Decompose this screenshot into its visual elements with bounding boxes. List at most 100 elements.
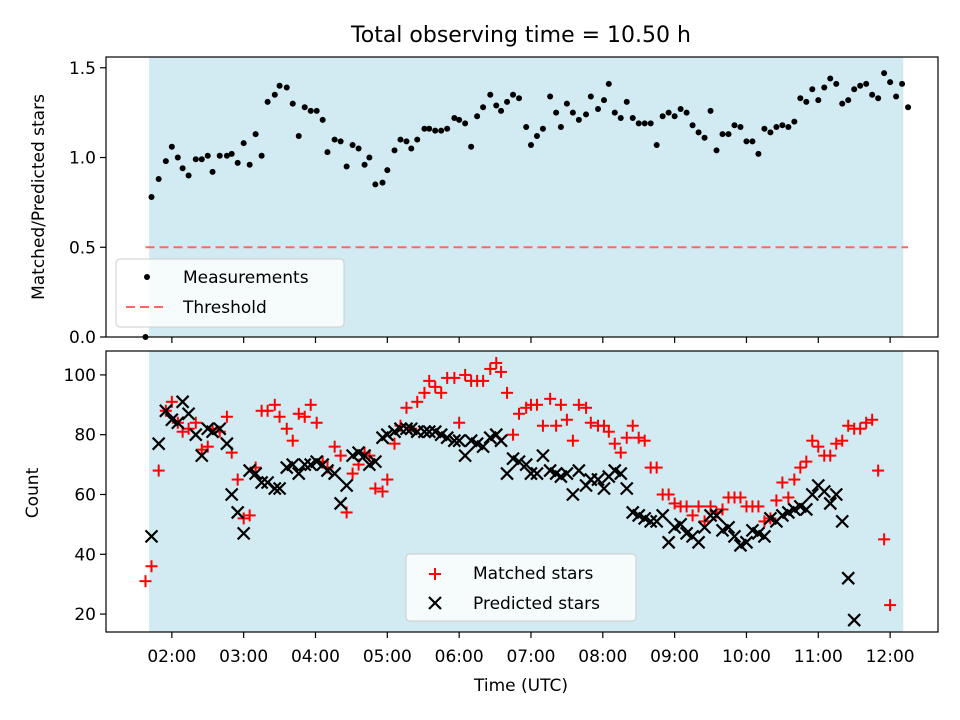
predicted-star-point — [291, 466, 306, 481]
measurement-point — [635, 120, 642, 127]
measurement-point — [601, 97, 608, 104]
matched-star-point — [794, 461, 807, 474]
measurement-point — [749, 138, 756, 145]
measurement-point — [761, 125, 768, 132]
measurement-point — [683, 109, 690, 116]
matched-star-point — [572, 398, 585, 411]
predicted-star-point — [194, 448, 209, 463]
measurement-point — [653, 141, 660, 148]
measurement-point — [553, 109, 560, 116]
predicted-star-point — [285, 457, 300, 472]
predicted-star-point — [220, 436, 234, 451]
predicted-star-point — [297, 457, 312, 472]
predicted-star-point — [189, 427, 203, 442]
predicted-star-point — [327, 466, 342, 481]
bottom-y-ticks: 20 40 60 80 100 — [64, 366, 106, 625]
predicted-star-point — [691, 535, 706, 550]
legend-matched-marker — [429, 568, 441, 580]
matched-star-point — [884, 599, 897, 612]
measurement-point — [629, 115, 636, 122]
matched-star-point — [842, 419, 855, 432]
matched-star-point — [536, 419, 549, 432]
measurement-point — [276, 82, 283, 89]
x-tick-label: 09:00 — [650, 647, 699, 667]
measurement-point — [863, 80, 870, 87]
predicted-star-point — [151, 436, 166, 451]
legend-threshold-label: Threshold — [182, 298, 267, 318]
measurement-points — [142, 70, 912, 340]
matched-star-point — [484, 362, 497, 375]
measurement-point — [397, 136, 404, 143]
measurement-point — [797, 95, 804, 102]
matched-star-point — [602, 425, 615, 438]
predicted-star-point — [817, 484, 832, 499]
matched-star-point — [490, 356, 503, 369]
measurement-point — [647, 120, 654, 127]
x-tick-label: 12:00 — [866, 647, 915, 667]
measurement-point — [547, 93, 554, 100]
measurement-point — [372, 181, 379, 188]
predicted-star-point — [494, 433, 508, 448]
predicted-star-point — [254, 475, 269, 490]
measurement-point — [289, 100, 296, 107]
measurement-point — [887, 79, 894, 86]
measurement-point — [767, 129, 774, 136]
matched-star-point — [286, 434, 299, 447]
matched-star-point — [734, 491, 747, 504]
top-y-tick-label: 0.5 — [69, 238, 96, 258]
predicted-star-point — [841, 571, 855, 585]
measurement-point — [391, 147, 398, 154]
measurement-point — [557, 124, 564, 130]
matched-star-point — [298, 410, 311, 423]
measurement-point — [785, 124, 792, 130]
top-plot-frame — [105, 56, 939, 338]
measurement-point — [408, 145, 415, 152]
matched-star-point — [435, 386, 448, 399]
matched-star-point — [369, 482, 382, 495]
bottom-y-tick-label: 80 — [74, 426, 96, 446]
measurement-point — [337, 138, 344, 145]
matched-star-point — [878, 533, 891, 546]
measurement-point — [313, 107, 320, 114]
measurement-point — [361, 161, 368, 168]
measurement-point — [240, 140, 247, 147]
matched-star-point — [400, 401, 413, 414]
predicted-star-point — [440, 430, 454, 445]
measurement-point — [523, 124, 530, 130]
predicted-star-point — [823, 496, 838, 511]
matched-star-point — [195, 443, 208, 456]
predicted-star-point — [230, 505, 245, 520]
measurement-point — [462, 120, 469, 127]
top-y-tick-label: 0.0 — [69, 328, 96, 348]
predicted-star-point — [709, 508, 724, 523]
predicted-star-point — [422, 424, 437, 439]
matched-star-point — [453, 416, 466, 429]
predicted-star-point — [272, 481, 287, 496]
top-y-axis-label: Matched/Predicted stars — [29, 94, 49, 300]
legend-measurements-marker — [144, 274, 150, 280]
x-tick-label: 10:00 — [722, 647, 771, 667]
measurement-point — [480, 104, 487, 111]
measurement-point — [575, 116, 582, 123]
measurement-point — [803, 98, 810, 105]
measurement-point — [827, 75, 834, 82]
predicted-star-point — [530, 466, 544, 481]
bottom-y-tick-label: 100 — [64, 366, 96, 386]
matched-star-point — [418, 386, 431, 399]
predicted-star-point — [619, 481, 634, 496]
measurement-point — [773, 124, 780, 130]
matched-star-point — [692, 500, 705, 513]
predicted-star-point — [268, 481, 282, 496]
predicted-star-point — [417, 424, 432, 439]
predicted-stars-points — [144, 395, 861, 627]
x-tick-label: 08:00 — [578, 647, 627, 667]
measurement-point — [426, 125, 433, 132]
predicted-star-point — [393, 421, 408, 436]
measurement-point — [349, 141, 356, 148]
matched-star-point — [866, 413, 879, 426]
measurement-point — [432, 127, 439, 134]
predicted-star-point — [224, 487, 239, 502]
matched-star-point — [806, 434, 819, 447]
predicted-star-point — [799, 502, 814, 517]
matched-star-point — [776, 476, 789, 489]
